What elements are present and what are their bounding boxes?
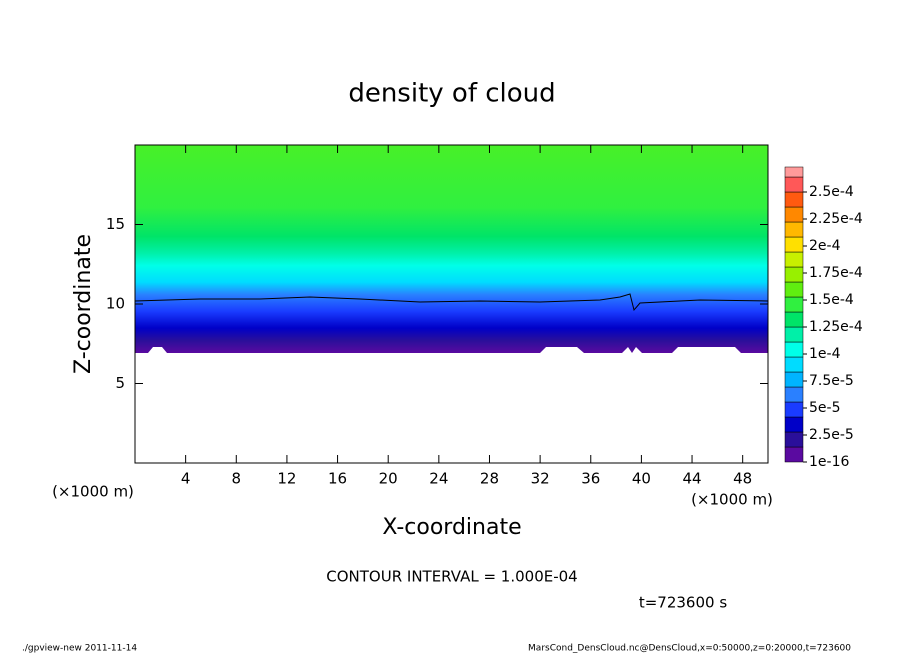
colorbar-swatch <box>784 356 804 373</box>
colorbar-swatch <box>784 281 804 298</box>
colorbar-swatch <box>784 401 804 418</box>
colorbar-swatch <box>784 206 804 223</box>
field <box>134 145 769 464</box>
contour-line <box>134 293 769 312</box>
x-tick-label: 28 <box>480 470 499 488</box>
colorbar-swatch <box>784 221 804 238</box>
colorbar-swatch <box>784 386 804 403</box>
colorbar-label: 5e-5 <box>809 400 840 416</box>
field-mask <box>135 347 768 464</box>
colorbar-label: 1e-4 <box>809 346 841 362</box>
footer-right: MarsCond_DensCloud.nc@DensCloud,x=0:5000… <box>528 644 851 654</box>
footer-left: ./gpview-new 2011-11-14 <box>22 644 137 654</box>
x-tick-label: 32 <box>531 470 550 488</box>
colorbar-swatch <box>784 191 804 208</box>
y-tick-label: 15 <box>106 215 125 233</box>
colorbar-swatch <box>784 176 804 193</box>
colorbar-swatch <box>784 341 804 358</box>
field-fill <box>135 145 768 353</box>
colorbar-label: 1.25e-4 <box>809 319 863 335</box>
colorbar-swatch <box>784 446 804 463</box>
y-unit: (×1000 m) <box>52 483 134 501</box>
x-tick-label: 44 <box>682 470 701 488</box>
x-tick-label: 20 <box>379 470 398 488</box>
x-tick-label: 12 <box>277 470 296 488</box>
colorbar-label: 7.5e-5 <box>809 373 854 389</box>
x-tick-label: 36 <box>581 470 600 488</box>
colorbar-label: 2.5e-4 <box>809 184 854 200</box>
colorbar-label: 2.5e-5 <box>809 427 854 443</box>
x-tick-label: 8 <box>232 470 242 488</box>
colorbar-swatch <box>784 236 804 253</box>
x-axis-label: X-coordinate <box>382 515 521 540</box>
x-unit: (×1000 m) <box>691 491 773 509</box>
x-tick-label: 48 <box>733 470 752 488</box>
colorbar-label: 2e-4 <box>809 238 841 254</box>
chart-title: density of cloud <box>348 79 555 109</box>
x-tick-label: 16 <box>328 470 347 488</box>
colorbar-label: 2.25e-4 <box>809 211 863 227</box>
colorbar-label: 1e-16 <box>809 454 849 470</box>
time-label: t=723600 s <box>639 594 727 612</box>
colorbar-swatch <box>784 326 804 343</box>
y-tick-label: 10 <box>106 295 125 313</box>
colorbar-swatch <box>784 311 804 328</box>
y-tick-label: 5 <box>115 374 125 392</box>
y-axis-label: Z-coordinate <box>71 234 96 374</box>
colorbar-swatch <box>784 416 804 433</box>
colorbar-swatch <box>784 251 804 268</box>
x-tick-label: 4 <box>181 470 191 488</box>
x-tick-label: 24 <box>429 470 448 488</box>
colorbar-swatch <box>784 431 804 448</box>
colorbar-swatch <box>784 266 804 283</box>
colorbar-swatch <box>784 371 804 388</box>
colorbar-swatch <box>784 166 804 178</box>
colorbar-label: 1.5e-4 <box>809 292 854 308</box>
x-tick-label: 40 <box>632 470 651 488</box>
contour-interval: CONTOUR INTERVAL = 1.000E-04 <box>326 568 577 586</box>
colorbar-label: 1.75e-4 <box>809 265 863 281</box>
colorbar-swatch <box>784 296 804 313</box>
